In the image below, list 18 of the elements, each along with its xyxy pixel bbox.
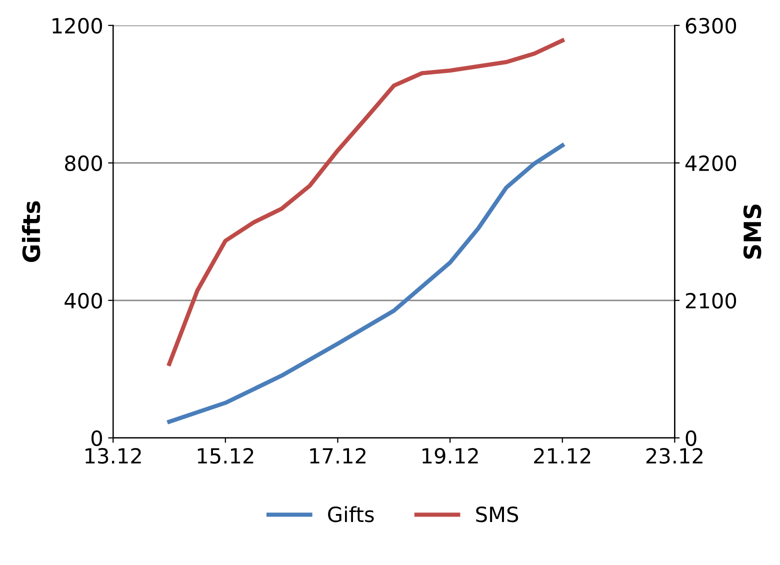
y2-tick-label: 2100 xyxy=(686,292,736,309)
y-tick-label: 0 xyxy=(91,430,102,446)
y-tick-label: 800 xyxy=(65,155,102,172)
x-tick-label: 17.12 xyxy=(310,448,366,464)
legend-label: SMS xyxy=(476,506,518,522)
y2-axis-title: SMS xyxy=(743,204,762,259)
y-tick-label: 400 xyxy=(64,292,102,309)
x-tick-label: 21.12 xyxy=(534,448,590,464)
y2-tick-label: 6300 xyxy=(686,18,736,34)
legend-label: Gifts xyxy=(328,506,374,522)
x-tick-label: 15.12 xyxy=(198,448,254,464)
y2-tick-label: 0 xyxy=(686,430,696,446)
x-tick-label: 23.12 xyxy=(646,448,702,464)
x-tick-label: 13.12 xyxy=(86,448,141,464)
x-tick-label: 19.12 xyxy=(422,448,478,464)
y-axis-title: Gifts xyxy=(22,201,40,262)
y2-tick-label: 4200 xyxy=(685,155,736,172)
y-tick-label: 1200 xyxy=(52,18,102,34)
